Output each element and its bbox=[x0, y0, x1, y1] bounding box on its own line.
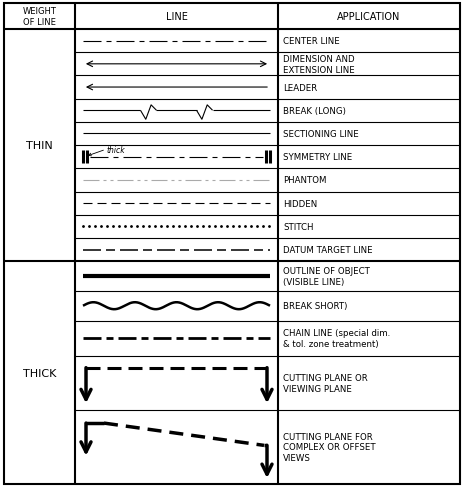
Text: WEIGHT
OF LINE: WEIGHT OF LINE bbox=[23, 7, 56, 27]
Text: CUTTING PLANE FOR
COMPLEX OR OFFSET
VIEWS: CUTTING PLANE FOR COMPLEX OR OFFSET VIEW… bbox=[282, 432, 375, 462]
Text: SYMMETRY LINE: SYMMETRY LINE bbox=[282, 153, 351, 162]
Text: PHANTOM: PHANTOM bbox=[282, 176, 326, 185]
Text: DATUM TARGET LINE: DATUM TARGET LINE bbox=[282, 245, 372, 255]
Text: HIDDEN: HIDDEN bbox=[282, 199, 317, 208]
Text: APPLICATION: APPLICATION bbox=[337, 12, 400, 22]
Text: BREAK SHORT): BREAK SHORT) bbox=[282, 302, 347, 310]
Text: SECTIONING LINE: SECTIONING LINE bbox=[282, 130, 358, 139]
Text: THICK: THICK bbox=[23, 368, 56, 378]
Text: LINE: LINE bbox=[165, 12, 187, 22]
Text: CUTTING PLANE OR
VIEWING PLANE: CUTTING PLANE OR VIEWING PLANE bbox=[282, 373, 367, 393]
Text: OUTLINE OF OBJECT
(VISIBLE LINE): OUTLINE OF OBJECT (VISIBLE LINE) bbox=[282, 266, 369, 286]
Text: CENTER LINE: CENTER LINE bbox=[282, 37, 339, 46]
Text: THIN: THIN bbox=[26, 141, 53, 151]
Text: LEADER: LEADER bbox=[282, 83, 317, 92]
Text: DIMENSION AND
EXTENSION LINE: DIMENSION AND EXTENSION LINE bbox=[282, 55, 354, 75]
Text: BREAK (LONG): BREAK (LONG) bbox=[282, 106, 345, 116]
Text: CHAIN LINE (special dim.
& tol. zone treatment): CHAIN LINE (special dim. & tol. zone tre… bbox=[282, 328, 389, 348]
Text: STITCH: STITCH bbox=[282, 223, 313, 231]
Text: thick: thick bbox=[107, 145, 125, 154]
